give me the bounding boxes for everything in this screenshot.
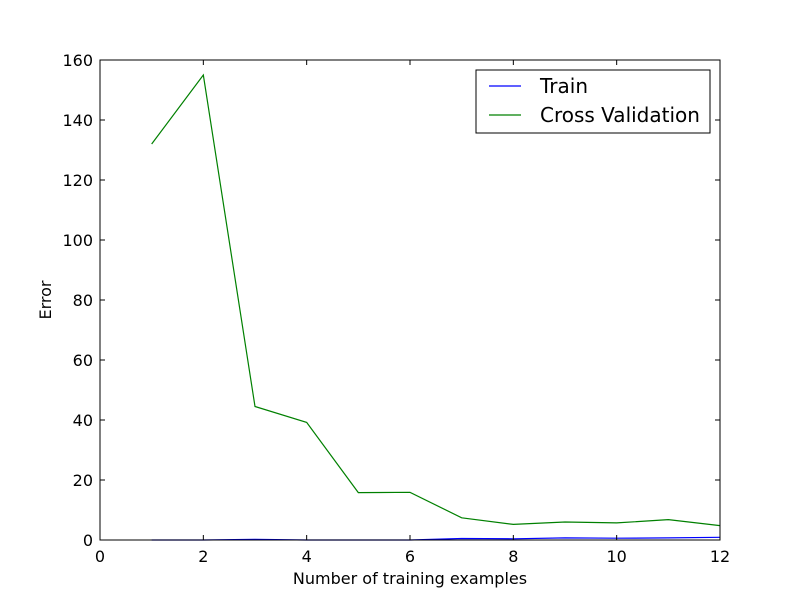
- y-tick-label: 120: [62, 171, 93, 190]
- y-tick-label: 0: [83, 531, 93, 550]
- series-line-cross-validation: [151, 73, 721, 527]
- x-tick-label: 6: [405, 547, 415, 566]
- y-tick-label: 140: [62, 111, 93, 130]
- y-tick-label: 60: [73, 351, 93, 370]
- legend-label-cross-validation: Cross Validation: [540, 103, 700, 127]
- legend-frame: [475, 69, 711, 134]
- y-tick-label: 80: [73, 291, 93, 310]
- x-tick-label: 4: [302, 547, 312, 566]
- y-tick-label: 20: [73, 471, 93, 490]
- x-axis-label: Number of training examples: [293, 569, 527, 588]
- legend: Train Cross Validation: [475, 69, 711, 134]
- plot-lines: [151, 73, 721, 541]
- x-tick-label: 0: [95, 547, 105, 566]
- x-tick-label: 12: [710, 547, 730, 566]
- legend-label-train: Train: [539, 74, 588, 98]
- y-tick-label: 100: [62, 231, 93, 250]
- y-tick-label: 160: [62, 51, 93, 70]
- x-tick-label: 10: [606, 547, 626, 566]
- x-tick-label: 2: [198, 547, 208, 566]
- axis-ticks: [99, 59, 721, 541]
- y-tick-label: 40: [73, 411, 93, 430]
- x-tick-label: 8: [508, 547, 518, 566]
- y-axis-label: Error: [36, 280, 55, 319]
